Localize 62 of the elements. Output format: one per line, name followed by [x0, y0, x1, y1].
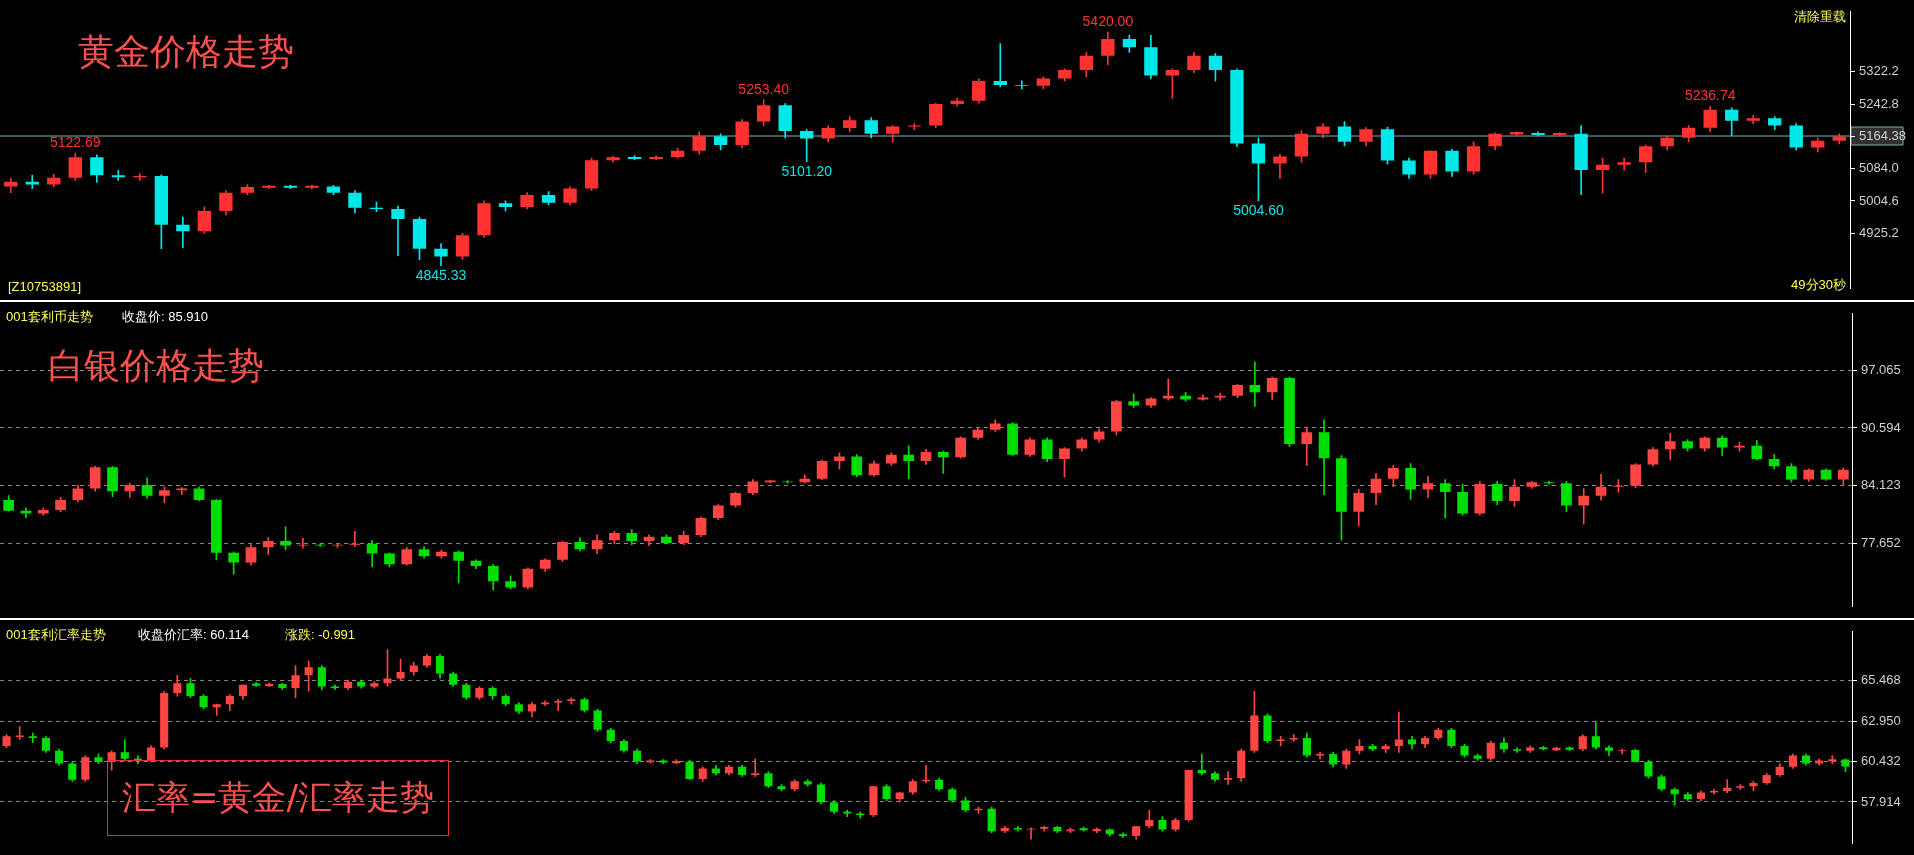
candlestick — [1197, 753, 1206, 776]
candlestick — [1828, 755, 1837, 764]
candlestick — [314, 543, 326, 547]
annotation: 001套利汇率走势 — [6, 626, 106, 644]
text: 白银价格走势 — [48, 344, 264, 388]
candlestick — [297, 538, 309, 549]
annotation: 5236.74 — [1684, 87, 1736, 104]
annotation: 收盘价: 85.910 — [122, 308, 208, 326]
candlestick — [1617, 157, 1631, 171]
candlestick — [1027, 827, 1036, 840]
candlestick — [903, 445, 915, 480]
candlestick — [1273, 153, 1287, 179]
candlestick — [28, 732, 37, 744]
candlestick — [751, 758, 760, 777]
candlestick — [993, 43, 1007, 88]
annotation: 5101.20 — [781, 162, 833, 179]
candlestick — [1214, 392, 1226, 401]
candlestick — [15, 726, 24, 740]
candlestick — [1723, 779, 1732, 793]
candlestick — [391, 205, 405, 257]
annotation: 5253.40 — [738, 80, 790, 97]
annotation: 49分30秒 — [1791, 276, 1846, 294]
y-tick-label: 97.065 — [1861, 361, 1901, 377]
candlestick — [1249, 361, 1261, 407]
y-tick-label: 5242.8 — [1859, 95, 1899, 111]
text: 汇率=黄金/汇率走势 — [107, 760, 449, 836]
candlestick — [1224, 771, 1233, 785]
annotation: 清除重载 — [1794, 8, 1846, 26]
annotation: [Z10753891] — [8, 279, 82, 294]
y-tick-label: 4925.2 — [1859, 224, 1899, 240]
candlestick — [111, 169, 125, 181]
y-tick-label: 77.652 — [1861, 534, 1901, 550]
candlestick — [212, 703, 221, 716]
y-tick-label: 5084.0 — [1859, 160, 1899, 176]
annotation: 收盘价汇率: 60.114 — [138, 626, 250, 644]
candlestick — [1439, 479, 1451, 519]
candlestick — [1578, 488, 1590, 525]
candlestick — [1670, 787, 1679, 806]
y-tick-label: 65.468 — [1861, 672, 1901, 688]
candlestick — [800, 129, 814, 163]
candlestick — [349, 530, 361, 547]
candlestick — [1394, 711, 1403, 753]
y-tick-label: 90.594 — [1861, 419, 1901, 435]
annotation: 5420.00 — [1082, 12, 1134, 29]
annotation: 涨跌: -0.991 — [285, 626, 356, 644]
annotation: 5004.60 — [1233, 201, 1284, 218]
annotation: 4845.33 — [415, 266, 467, 283]
candlestick — [937, 450, 949, 474]
candlestick — [25, 174, 39, 189]
annotation: 001套利币走势 — [6, 308, 93, 326]
y-tick-label: 5004.6 — [1859, 192, 1899, 208]
candlestick — [176, 216, 190, 248]
y-tick-label: 5164.38 — [1859, 127, 1907, 143]
annotation: 5122.69 — [49, 133, 101, 150]
candlestick — [554, 698, 563, 711]
y-tick-label: 60.432 — [1861, 753, 1901, 769]
y-tick-label: 84.123 — [1861, 477, 1901, 493]
text: 黄金价格走势 — [78, 30, 294, 74]
y-tick-label: 62.950 — [1861, 712, 1901, 728]
y-tick-label: 5322.2 — [1859, 63, 1899, 79]
y-tick-label: 57.914 — [1861, 793, 1901, 809]
candlestick — [1015, 80, 1029, 90]
